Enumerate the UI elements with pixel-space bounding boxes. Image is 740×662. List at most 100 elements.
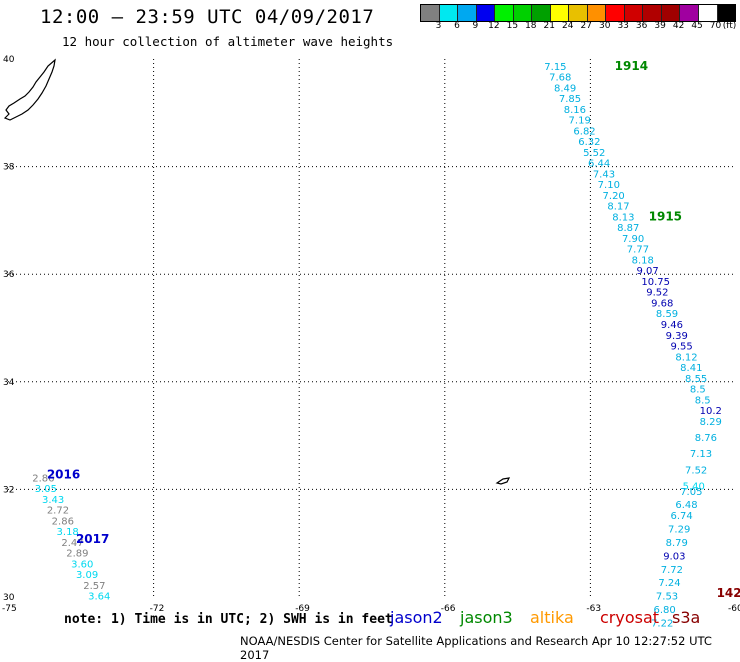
latitude-label: 34 — [3, 378, 15, 388]
wave-height-value: 6.32 — [578, 137, 600, 148]
color-swatch-0 — [421, 5, 440, 21]
wave-height-value: 8.13 — [612, 212, 634, 223]
wave-height-value: 8.87 — [617, 223, 639, 234]
color-swatch-12 — [643, 5, 662, 21]
color-swatch-11 — [624, 5, 644, 21]
longitude-label: -75 — [2, 604, 17, 614]
wave-height-value: 7.52 — [685, 465, 707, 476]
latitude-label: 38 — [3, 163, 15, 173]
wave-height-value: 2.72 — [47, 506, 69, 517]
wave-height-value: 7.29 — [668, 524, 690, 535]
color-swatch-13 — [661, 5, 681, 21]
latitude-label: 32 — [3, 485, 14, 495]
wave-height-value: 9.55 — [670, 342, 692, 353]
longitude-label: -63 — [586, 604, 601, 614]
color-swatch-8 — [569, 5, 588, 21]
color-scale-label: 30 — [598, 21, 611, 31]
credit-line: NOAA/NESDIS Center for Satellite Applica… — [240, 634, 712, 662]
color-scale-label: 36 — [635, 21, 648, 31]
map-subtitle: 12 hour collection of altimeter wave hei… — [62, 34, 394, 49]
wave-height-value: 3.64 — [88, 592, 110, 603]
wave-height-value: 8.49 — [554, 83, 576, 94]
wave-height-value: 7.77 — [627, 245, 649, 256]
color-scale-labels: 3 6 9 12 15 18 21 24 27 30 33 36 39 42 45 70 (ft) — [420, 21, 740, 35]
track-time-label: 2016 — [47, 468, 80, 482]
wave-height-value: 6.74 — [670, 511, 692, 522]
color-scale-label: 9 — [472, 21, 479, 31]
color-swatch-4 — [495, 5, 514, 21]
color-swatch-6 — [532, 5, 551, 21]
wave-height-value: 8.76 — [695, 433, 717, 444]
wave-height-value: 8.12 — [675, 352, 697, 363]
wave-height-value: 9.39 — [666, 331, 688, 342]
satellite-legend-jason2: jason2 — [390, 608, 443, 627]
color-scale-label: 45 — [691, 21, 703, 31]
wave-height-value: 7.68 — [549, 73, 571, 84]
wave-height-value: 7.53 — [656, 592, 678, 603]
longitude-label: -72 — [150, 604, 165, 614]
color-swatch-1 — [439, 5, 459, 21]
wave-height-value: 8.16 — [564, 105, 586, 116]
wave-height-value: 8.18 — [632, 255, 654, 266]
wave-height-value: 3.05 — [35, 484, 57, 495]
wave-height-value: 8.29 — [700, 417, 722, 428]
track-time-label: 2017 — [76, 532, 109, 546]
wave-height-value: 8.5 — [690, 385, 706, 396]
color-swatch-2 — [458, 5, 477, 21]
wave-height-value: 9.03 — [663, 551, 685, 562]
wave-height-value: 5.52 — [583, 148, 605, 159]
wave-height-value: 7.05 — [680, 487, 702, 498]
wave-height-value: 7.22 — [651, 619, 673, 630]
wave-height-value: 10.75 — [641, 277, 670, 288]
wave-height-observations: 7.157.688.497.858.167.196.826.325.526.44… — [32, 62, 722, 630]
wave-height-value: 8.55 — [685, 374, 707, 385]
satellite-legend-jason3: jason3 — [460, 608, 513, 627]
longitude-label: -60 — [728, 604, 740, 614]
color-swatch-3 — [476, 5, 496, 21]
color-scale-bar — [420, 4, 736, 22]
wave-height-value: 6.80 — [653, 605, 675, 616]
track-time-labels: 1914 1915 2016 2017 1425 — [47, 59, 740, 600]
wave-height-value: 8.41 — [680, 363, 702, 374]
color-scale-label: 15 — [506, 21, 519, 31]
wave-height-value: 2.47 — [61, 538, 83, 549]
color-scale-label: 39 — [654, 21, 666, 31]
color-scale-label: 18 — [525, 21, 537, 31]
wave-height-value: 8.79 — [666, 538, 688, 549]
wave-height-value: 8.59 — [656, 309, 678, 320]
wave-height-value: 9.52 — [646, 288, 668, 299]
track-time-label: 1914 — [615, 59, 648, 73]
track-time-label: 1915 — [649, 209, 682, 223]
color-swatch-16 — [717, 5, 736, 21]
wave-height-value: 7.15 — [544, 62, 566, 73]
color-scale-label: 12 — [488, 21, 500, 31]
color-scale-label: 70 — [709, 21, 722, 31]
satellite-legend-s3a: s3a — [672, 608, 701, 627]
wave-height-value: 6.82 — [573, 126, 595, 137]
wave-height-value: 7.19 — [569, 116, 591, 127]
latitude-label: 30 — [3, 593, 15, 603]
satellite-legend-altika: altika — [530, 608, 574, 627]
color-swatch-7 — [550, 5, 570, 21]
wave-height-value: 10.2 — [700, 406, 722, 417]
wave-height-value: 3.09 — [76, 570, 98, 581]
wave-height-value: 7.85 — [559, 94, 581, 105]
wave-height-value: 7.20 — [603, 191, 625, 202]
color-swatch-10 — [606, 5, 625, 21]
wave-height-value: 2.86 — [32, 473, 54, 484]
wave-height-value: 3.60 — [71, 559, 93, 570]
color-swatch-5 — [513, 5, 533, 21]
wave-height-value: 2.89 — [66, 549, 88, 560]
map-title: 12:00 – 23:59 UTC 04/09/2017 — [40, 6, 375, 28]
color-scale-label: 42 — [672, 21, 685, 31]
wave-height-value: 7.43 — [593, 169, 615, 180]
longitude-label: -66 — [441, 604, 456, 614]
wave-height-value: 9.07 — [637, 266, 659, 277]
color-swatch-15 — [698, 5, 718, 21]
wave-height-value: 7.24 — [658, 578, 680, 589]
color-scale-label: 3 — [435, 21, 442, 31]
wave-height-value: 6.44 — [588, 159, 610, 170]
map-grid — [8, 59, 736, 597]
wave-height-value: 7.90 — [622, 234, 644, 245]
